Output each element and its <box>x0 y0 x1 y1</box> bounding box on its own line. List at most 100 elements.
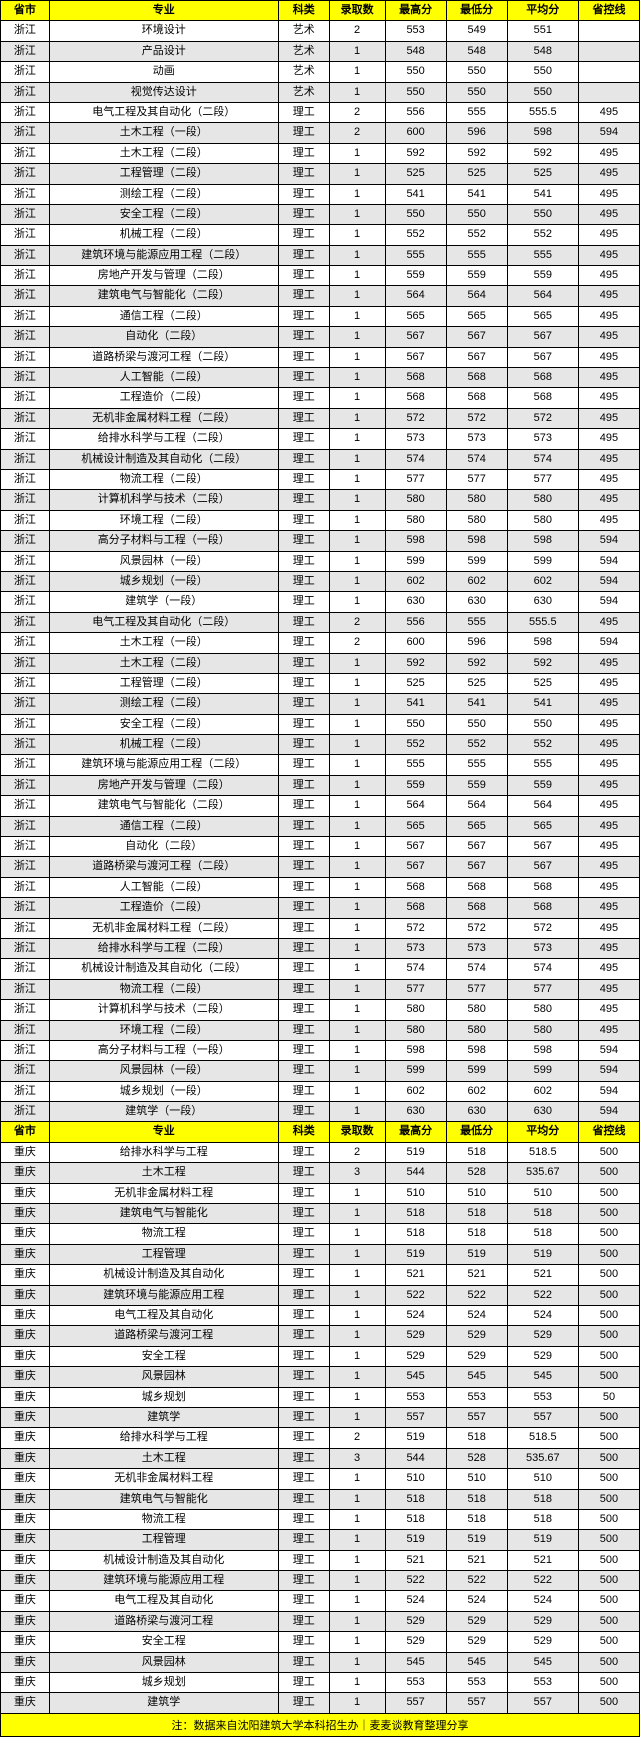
table-cell: 道路桥梁与渡河工程（二段） <box>49 857 278 877</box>
table-cell: 理工 <box>278 918 329 938</box>
table-cell: 1 <box>329 347 385 367</box>
table-cell: 495 <box>578 918 639 938</box>
table-cell: 2 <box>329 633 385 653</box>
table-cell: 理工 <box>278 1652 329 1672</box>
table-cell: 通信工程（二段） <box>49 816 278 836</box>
table-cell: 495 <box>578 102 639 122</box>
table-cell: 1 <box>329 1000 385 1020</box>
table-cell: 电气工程及其自动化 <box>49 1306 278 1326</box>
table-cell: 浙江 <box>1 796 50 816</box>
table-cell: 重庆 <box>1 1632 50 1652</box>
table-row: 重庆道路桥梁与渡河工程理工1529529529500 <box>1 1611 640 1631</box>
table-row: 重庆工程管理理工1519519519500 <box>1 1530 640 1550</box>
table-cell: 1 <box>329 1591 385 1611</box>
table-cell: 519 <box>385 1142 446 1162</box>
table-cell: 风景园林 <box>49 1367 278 1387</box>
table-cell: 重庆 <box>1 1469 50 1489</box>
table-cell: 519 <box>385 1428 446 1448</box>
table-row: 浙江高分子材料与工程（一段）理工1598598598594 <box>1 1040 640 1060</box>
table-cell: 浙江 <box>1 1081 50 1101</box>
table-cell: 1 <box>329 898 385 918</box>
col-header: 专业 <box>49 1 278 21</box>
table-cell: 1 <box>329 1244 385 1264</box>
table-cell: 510 <box>507 1469 578 1489</box>
table-cell: 1 <box>329 1204 385 1224</box>
table-cell: 浙江 <box>1 327 50 347</box>
table-cell: 541 <box>507 694 578 714</box>
table-cell: 浙江 <box>1 123 50 143</box>
table-cell: 人工智能（二段） <box>49 877 278 897</box>
col-header: 最低分 <box>446 1122 507 1142</box>
table-cell: 2 <box>329 1142 385 1162</box>
table-cell: 519 <box>507 1530 578 1550</box>
table-cell: 500 <box>578 1652 639 1672</box>
table-cell: 500 <box>578 1265 639 1285</box>
table-cell: 596 <box>446 633 507 653</box>
table-cell: 1 <box>329 796 385 816</box>
table-cell: 2 <box>329 612 385 632</box>
table-cell: 574 <box>385 449 446 469</box>
table-cell: 500 <box>578 1632 639 1652</box>
table-cell: 518 <box>446 1428 507 1448</box>
footer-note: 注：数据来自沈阳建筑大学本科招生办｜麦麦谈教育整理分享 <box>0 1714 640 1737</box>
table-cell: 555 <box>446 102 507 122</box>
table-cell: 495 <box>578 266 639 286</box>
table-cell: 594 <box>578 1040 639 1060</box>
table-row: 浙江风景园林（一段）理工1599599599594 <box>1 1061 640 1081</box>
table-cell: 浙江 <box>1 204 50 224</box>
table-cell: 1 <box>329 388 385 408</box>
table-cell: 592 <box>385 653 446 673</box>
table-cell: 土木工程 <box>49 1163 278 1183</box>
table-cell: 549 <box>446 21 507 41</box>
table-cell: 518 <box>507 1204 578 1224</box>
table-cell: 529 <box>507 1611 578 1631</box>
table-cell: 518 <box>446 1142 507 1162</box>
table-cell: 550 <box>446 714 507 734</box>
table-cell: 理工 <box>278 755 329 775</box>
table-cell: 594 <box>578 123 639 143</box>
table-row: 重庆电气工程及其自动化理工1524524524500 <box>1 1306 640 1326</box>
table-cell: 1 <box>329 1611 385 1631</box>
table-cell: 理工 <box>278 1387 329 1407</box>
table-cell: 重庆 <box>1 1183 50 1203</box>
col-header: 录取数 <box>329 1 385 21</box>
table-cell: 建筑学 <box>49 1693 278 1713</box>
table-cell: 重庆 <box>1 1326 50 1346</box>
table-cell: 理工 <box>278 1265 329 1285</box>
table-cell: 理工 <box>278 857 329 877</box>
table-cell: 建筑电气与智能化（二段） <box>49 796 278 816</box>
table-cell: 521 <box>385 1265 446 1285</box>
table-cell: 559 <box>507 266 578 286</box>
table-cell: 浙江 <box>1 735 50 755</box>
table-cell: 理工 <box>278 388 329 408</box>
table-cell: 495 <box>578 306 639 326</box>
table-cell: 592 <box>385 143 446 163</box>
table-cell: 土木工程（一段） <box>49 633 278 653</box>
table-cell: 594 <box>578 551 639 571</box>
table-cell: 495 <box>578 143 639 163</box>
table-cell: 浙江 <box>1 714 50 734</box>
table-cell: 594 <box>578 531 639 551</box>
table-cell: 物流工程 <box>49 1509 278 1529</box>
table-cell: 529 <box>507 1326 578 1346</box>
table-cell: 理工 <box>278 1509 329 1529</box>
table-cell: 518 <box>385 1489 446 1509</box>
table-row: 浙江建筑电气与智能化（二段）理工1564564564495 <box>1 796 640 816</box>
table-cell: 524 <box>385 1591 446 1611</box>
table-cell: 安全工程 <box>49 1346 278 1366</box>
table-cell: 浙江 <box>1 898 50 918</box>
table-cell: 浙江 <box>1 857 50 877</box>
table-row: 浙江工程管理（二段）理工1525525525495 <box>1 673 640 693</box>
table-cell: 测绘工程（二段） <box>49 694 278 714</box>
table-row: 重庆工程管理理工1519519519500 <box>1 1244 640 1264</box>
table-cell: 理工 <box>278 714 329 734</box>
table-cell: 理工 <box>278 653 329 673</box>
table-row: 浙江城乡规划（一段）理工1602602602594 <box>1 571 640 591</box>
table-cell <box>578 41 639 61</box>
table-cell: 550 <box>385 62 446 82</box>
table-cell: 580 <box>507 510 578 530</box>
table-cell: 500 <box>578 1183 639 1203</box>
table-cell: 浙江 <box>1 571 50 591</box>
table-cell: 浙江 <box>1 592 50 612</box>
table-cell: 556 <box>385 102 446 122</box>
